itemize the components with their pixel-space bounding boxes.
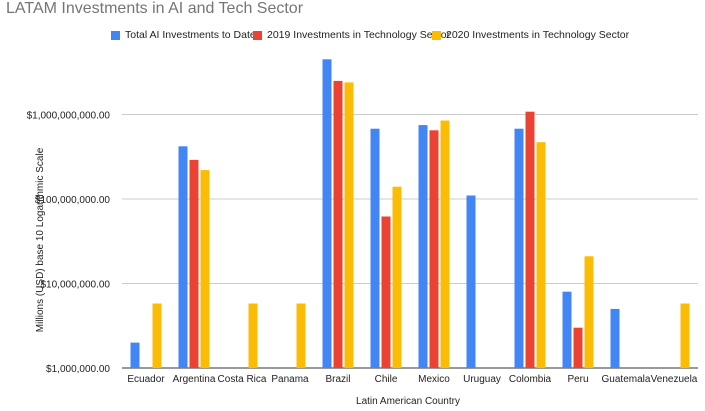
x-axis-title: Latin American Country (356, 396, 460, 407)
bar-brazil-series-1[interactable] (333, 80, 343, 369)
legend: Total AI Investments to Date 2019 Invest… (0, 29, 705, 43)
bar-argentina-series-1[interactable] (189, 159, 199, 368)
bar-peru-series-0[interactable] (562, 291, 572, 368)
bar-peru-series-2[interactable] (584, 256, 594, 368)
bar-colombia-series-0[interactable] (514, 128, 524, 368)
chart-title: LATAM Investments in AI and Tech Sector (6, 0, 304, 17)
bar-panama-series-2[interactable] (296, 303, 306, 369)
x-tick-label: Brazil (325, 374, 350, 385)
gridlines (122, 114, 698, 369)
x-axis-ticks: Ecuador Argentina Costa Rica Panama Brazil Ch… (127, 374, 697, 385)
legend-item-total-ai[interactable]: Total AI Investments to Date (111, 29, 256, 41)
bar-mexico-series-2[interactable] (440, 120, 450, 369)
x-tick-label: Panama (271, 374, 309, 385)
y-axis-title: Millions (USD) base 10 Logarithmic Scale (35, 147, 46, 332)
y-axis-ticks: $1,000,000.00 $10,000,000.00 $100,000,000.… (27, 111, 111, 376)
bar-chile-series-2[interactable] (392, 186, 402, 368)
bar-argentina-series-0[interactable] (178, 146, 188, 368)
x-tick-label: Uruguay (463, 374, 501, 385)
bar-venezuela-series-2[interactable] (680, 303, 690, 369)
legend-label-2019: 2019 Investments in Technology Sector (267, 29, 451, 41)
x-tick-label: Venezuela (651, 374, 698, 385)
legend-swatch-2020 (432, 30, 441, 40)
bar-brazil-series-0[interactable] (322, 59, 332, 369)
y-tick-label: $100,000,000.00 (35, 195, 111, 206)
bar-ecuador-series-0[interactable] (130, 342, 140, 368)
y-tick-label: $10,000,000.00 (40, 280, 110, 291)
bar-guatemala-series-0[interactable] (610, 308, 620, 368)
bar-colombia-series-2[interactable] (536, 142, 546, 368)
y-tick-label: $1,000,000.00 (46, 364, 110, 375)
legend-label-total-ai: Total AI Investments to Date (125, 29, 256, 41)
bar-chile-series-0[interactable] (370, 128, 380, 368)
x-tick-label: Guatemala (602, 374, 651, 385)
bar-chile-series-1[interactable] (381, 216, 391, 369)
x-tick-label: Costa Rica (218, 374, 267, 385)
bar-brazil-series-2[interactable] (344, 82, 354, 369)
bar-peru-series-1[interactable] (573, 327, 583, 368)
bar-colombia-series-1[interactable] (525, 111, 535, 368)
bar-mexico-series-0[interactable] (418, 125, 428, 368)
bar-costa-rica-series-2[interactable] (248, 303, 258, 369)
x-tick-label: Chile (375, 374, 398, 385)
legend-label-2020: 2020 Investments in Technology Sector (446, 29, 630, 41)
legend-item-2019[interactable]: 2019 Investments in Technology Sector (253, 29, 450, 41)
x-tick-label: Mexico (418, 374, 450, 385)
x-tick-label: Peru (567, 374, 588, 385)
bar-mexico-series-1[interactable] (429, 130, 439, 368)
x-tick-label: Ecuador (127, 374, 165, 385)
x-tick-label: Colombia (509, 374, 552, 385)
bar-ecuador-series-2[interactable] (152, 303, 162, 369)
y-tick-label: $1,000,000,000.00 (27, 111, 111, 122)
bars (130, 59, 690, 369)
x-tick-label: Argentina (173, 374, 216, 385)
bar-uruguay-series-0[interactable] (466, 195, 476, 369)
legend-swatch-total-ai (111, 30, 120, 40)
bar-argentina-series-2[interactable] (200, 170, 210, 368)
legend-item-2020[interactable]: 2020 Investments in Technology Sector (432, 29, 629, 41)
legend-swatch-2019 (253, 30, 262, 40)
